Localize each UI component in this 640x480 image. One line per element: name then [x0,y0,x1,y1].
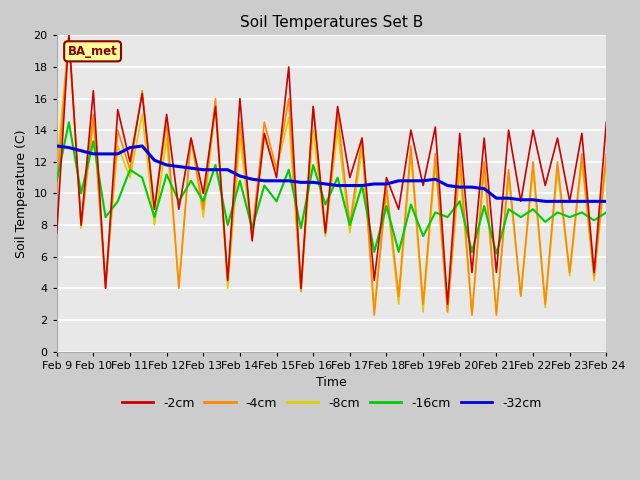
Title: Soil Temperatures Set B: Soil Temperatures Set B [240,15,423,30]
Text: BA_met: BA_met [68,45,118,58]
Legend: -2cm, -4cm, -8cm, -16cm, -32cm: -2cm, -4cm, -8cm, -16cm, -32cm [116,392,547,415]
X-axis label: Time: Time [316,376,347,389]
Y-axis label: Soil Temperature (C): Soil Temperature (C) [15,129,28,258]
